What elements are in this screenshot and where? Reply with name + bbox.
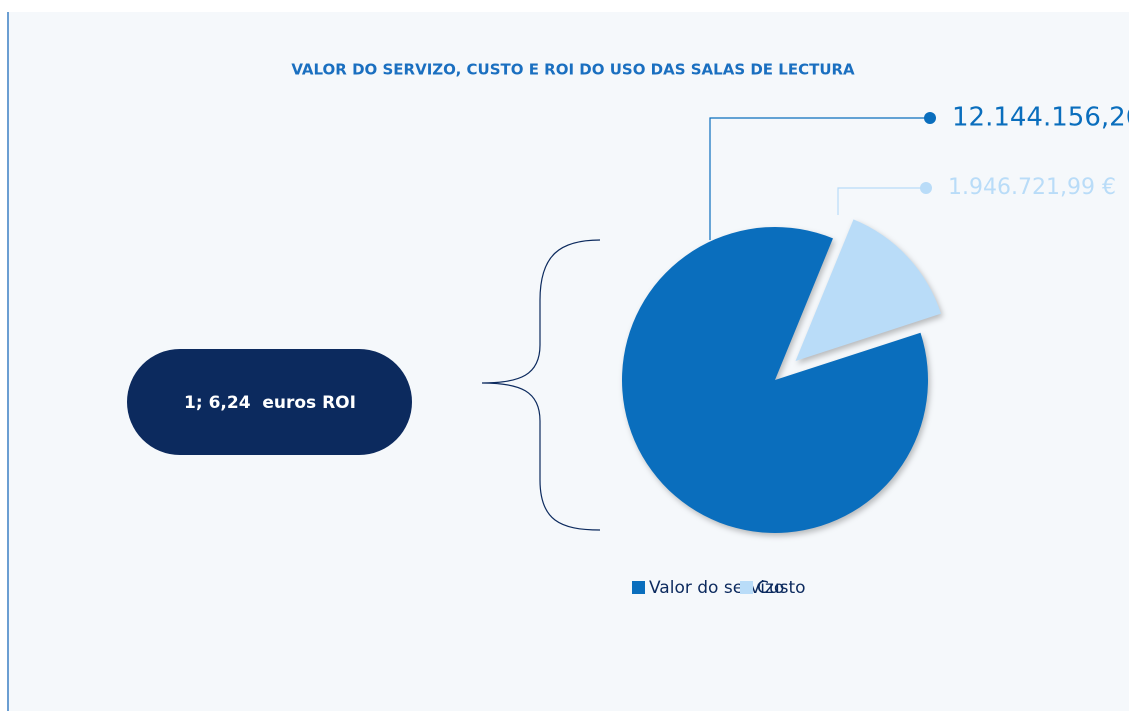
brace [481, 239, 601, 531]
leader-line [837, 187, 926, 215]
legend-swatch [632, 581, 645, 594]
roi-badge [127, 349, 412, 455]
label-dot [924, 112, 936, 124]
pie-slice [795, 219, 942, 361]
data-label: 12.144.156,26 € [952, 103, 1129, 133]
pie-slice [622, 226, 928, 533]
roi-annotation: 1; 6,24 euros ROI [184, 393, 356, 413]
leader-line [709, 117, 930, 240]
data-label: 1.946.721,99 € [948, 175, 1116, 200]
legend-swatch [740, 581, 753, 594]
label-dot [920, 182, 932, 194]
legend-label: Custo [757, 578, 806, 598]
chart-title: VALOR DO SERVIZO, CUSTO E ROI DO USO DAS… [291, 61, 855, 79]
